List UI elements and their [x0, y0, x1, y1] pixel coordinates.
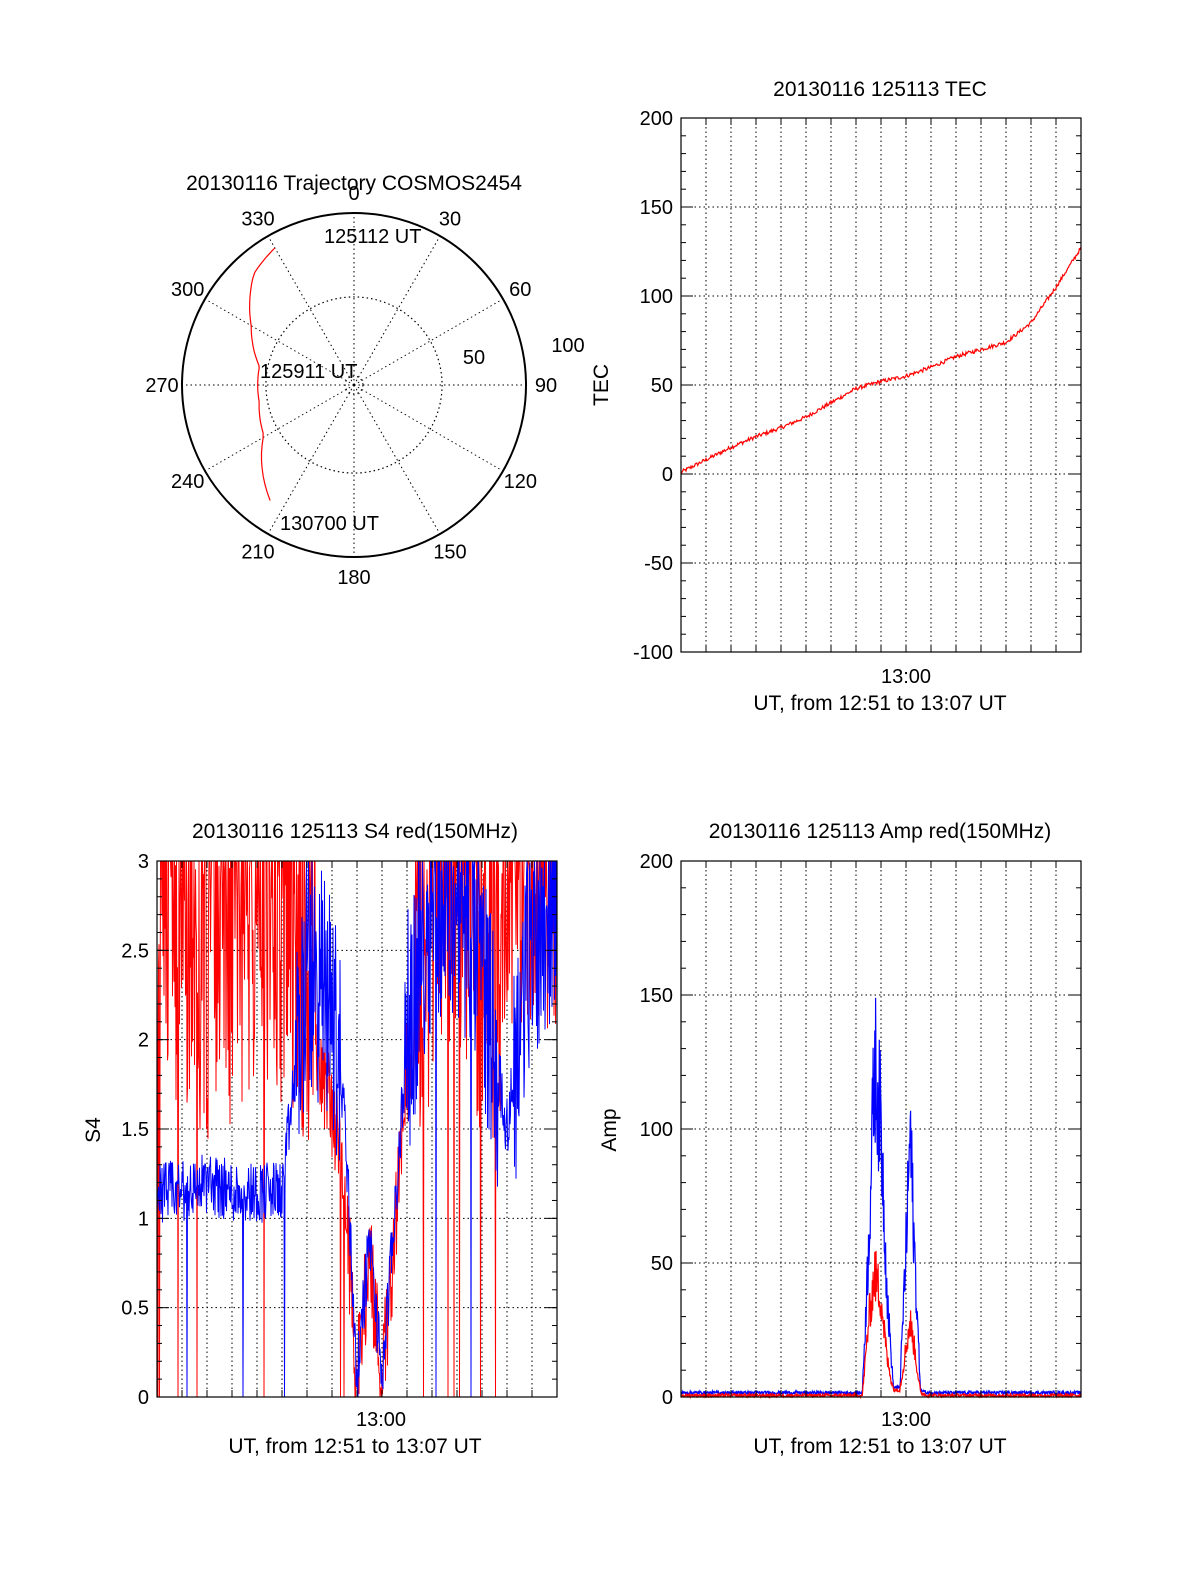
amp-y-tick-label: 50: [651, 1253, 673, 1275]
polar-azimuth-labels: 0 30 60 90 120 150 180 210 240 270 300 330: [145, 183, 557, 589]
s4-y-axis-label: S4: [82, 1117, 105, 1143]
amp-y-tick-label: 200: [640, 851, 673, 873]
s4-y-tick-label: 1.5: [121, 1119, 149, 1141]
tec-y-tick-label: 150: [640, 197, 673, 219]
amp-x-axis-label: UT, from 12:51 to 13:07 UT: [753, 1435, 1006, 1458]
tec-y-tick-label: 50: [651, 375, 673, 397]
polar-azimuth-label: 180: [337, 567, 370, 589]
amp-title: 20130116 125113 Amp red(150MHz): [709, 820, 1051, 843]
s4-y-tick-label: 0.5: [121, 1298, 149, 1320]
s4-chart: 20130116 125113 S4 red(150MHz) 3 2.5 2 1.5 1…: [82, 820, 558, 1458]
s4-y-tick-label: 2.5: [121, 940, 149, 962]
tec-y-tick-label: -100: [633, 642, 673, 664]
polar-spoke: [204, 298, 355, 386]
polar-spoke: [267, 235, 355, 386]
tec-series-line-0: [680, 246, 1082, 474]
amp-ticks: [681, 860, 1081, 1398]
tec-y-tick-label: 100: [640, 286, 673, 308]
s4-title: 20130116 125113 S4 red(150MHz): [192, 820, 518, 843]
polar-azimuth-label: 270: [145, 375, 178, 397]
trajectory-mid-label: 125911 UT: [260, 361, 357, 383]
s4-y-tick-label: 0: [138, 1387, 149, 1409]
s4-x-axis-label: UT, from 12:51 to 13:07 UT: [228, 1435, 481, 1458]
s4-x-tick-label: 13:00: [356, 1409, 406, 1431]
tec-y-tick-label: 200: [640, 108, 673, 130]
tec-x-axis-label: UT, from 12:51 to 13:07 UT: [753, 692, 1006, 715]
polar-spoke: [353, 384, 441, 535]
s4-y-tick-label: 3: [138, 851, 149, 873]
tec-y-tick-label: 0: [662, 464, 673, 486]
trajectory-start-label: 125112 UT: [324, 226, 421, 248]
polar-ring-50: [265, 296, 443, 474]
polar-center-ring: [344, 375, 364, 395]
tec-grid: [681, 118, 1081, 652]
polar-azimuth-label: 300: [171, 279, 204, 301]
amp-series: [680, 997, 1082, 1400]
amp-y-tick-label: 150: [640, 985, 673, 1007]
polar-azimuth-label: 150: [433, 541, 466, 563]
trajectory-title: 20130116 Trajectory COSMOS2454: [186, 172, 522, 195]
polar-azimuth-label: 0: [348, 183, 359, 205]
tec-title: 20130116 125113 TEC: [773, 78, 987, 101]
s4-series: [156, 860, 558, 1399]
polar-spoke: [267, 384, 355, 535]
trajectory-track-line: [248, 247, 276, 501]
tec-ticks: [681, 117, 1081, 653]
polar-azimuth-label: 210: [241, 541, 274, 563]
s4-y-tick-labels: 3 2.5 2 1.5 1 0.5 0: [121, 851, 149, 1409]
polar-azimuth-label: 240: [171, 471, 204, 493]
elevation-label-50: 50: [463, 347, 485, 369]
polar-azimuth-label: 330: [241, 209, 274, 231]
polar-spoke: [353, 298, 504, 386]
polar-spoke: [353, 235, 441, 386]
s4-series-line-1: [156, 860, 558, 1398]
polar-azimuth-label: 60: [509, 279, 531, 301]
trajectory-end-label: 130700 UT: [280, 513, 379, 535]
elevation-label-100: 100: [551, 335, 584, 357]
polar-spoke: [204, 384, 355, 472]
amp-y-tick-label: 0: [662, 1387, 673, 1409]
amp-y-axis-label: Amp: [598, 1108, 621, 1151]
amp-y-tick-label: 100: [640, 1119, 673, 1141]
s4-y-tick-label: 1: [138, 1208, 149, 1230]
polar-azimuth-label: 90: [535, 375, 557, 397]
polar-spoke: [353, 384, 504, 472]
amp-y-tick-labels: 200 150 100 50 0: [640, 851, 673, 1409]
amp-x-tick-label: 13:00: [881, 1409, 931, 1431]
amp-chart: 20130116 125113 Amp red(150MHz) 200 150 10…: [598, 820, 1082, 1458]
polar-azimuth-label: 30: [439, 209, 461, 231]
tec-series: [680, 246, 1082, 474]
tec-y-axis-label: TEC: [590, 364, 613, 406]
tec-chart: 20130116 125113 TEC 200150100500-50-100 …: [590, 78, 1082, 715]
tec-y-tick-labels: 200 150 100 50 0 -50 -100: [633, 108, 673, 664]
s4-y-tick-label: 2: [138, 1030, 149, 1052]
s4-ticks: [157, 860, 557, 1398]
polar-azimuth-label: 120: [504, 471, 537, 493]
polar-grid: [181, 212, 527, 558]
trajectory-polar-plot: 20130116 Trajectory COSMOS2454 0 30 60 90 12…: [145, 172, 584, 589]
tec-x-tick-label: 13:00: [881, 666, 931, 688]
tec-y-tick-label: -50: [644, 553, 673, 575]
